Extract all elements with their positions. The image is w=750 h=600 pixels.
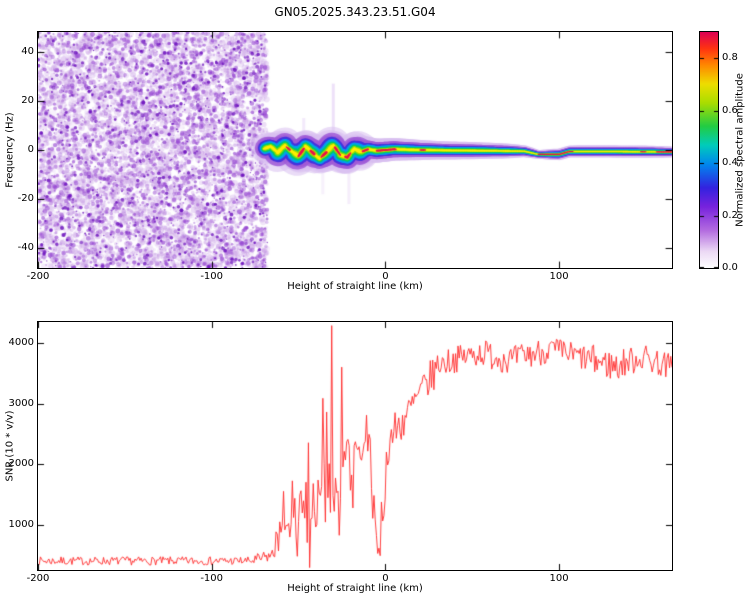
- snr-y-tick-label: 3000: [8, 397, 34, 409]
- colorbar-tick-label: 0.6: [722, 104, 738, 116]
- spectrogram-canvas: [38, 32, 672, 268]
- spectrogram-x-tick-label: 0: [382, 271, 389, 282]
- snr-x-tick-label: 0: [382, 573, 389, 584]
- spectrogram-y-tick-label: 0: [27, 144, 34, 155]
- plot-title: GN05.2025.343.23.51.G04: [274, 5, 436, 19]
- colorbar-tick-label: 0.2: [722, 209, 738, 221]
- snr-x-tick-label: 100: [549, 573, 569, 584]
- snr-x-axis-label: Height of straight line (km): [287, 583, 423, 594]
- colorbar-tick-label: 0.0: [722, 262, 738, 273]
- snr-line-canvas: [38, 322, 672, 570]
- spectrogram-y-tick-label: 40: [21, 45, 34, 57]
- spectrogram-y-tick-label: -40: [17, 242, 34, 254]
- snr-y-tick-label: 4000: [8, 337, 34, 349]
- colorbar-tick-label: 0.4: [722, 157, 738, 169]
- snr-y-tick-label: 1000: [8, 518, 34, 530]
- snr-x-tick-label: -200: [26, 573, 50, 584]
- snr-y-tick-label: 2000: [8, 458, 34, 470]
- snr-x-tick-label: -100: [200, 573, 224, 584]
- snr-y-axis-label: SNR (10 * v/v): [4, 410, 16, 482]
- colorbar-tick-label: 0.8: [722, 52, 738, 64]
- spectrogram-x-tick-label: -100: [200, 271, 224, 282]
- colorbar-label: Normalized spectral amplitude: [734, 73, 746, 227]
- spectrogram-y-tick-label: 20: [21, 94, 34, 106]
- spectrogram-x-tick-label: 100: [549, 271, 569, 282]
- colorbar-canvas: [700, 32, 718, 268]
- spectrogram-x-tick-label: -200: [26, 271, 50, 282]
- spectrogram-y-tick-label: -20: [17, 193, 34, 205]
- spectrogram-x-axis-label: Height of straight line (km): [287, 281, 423, 292]
